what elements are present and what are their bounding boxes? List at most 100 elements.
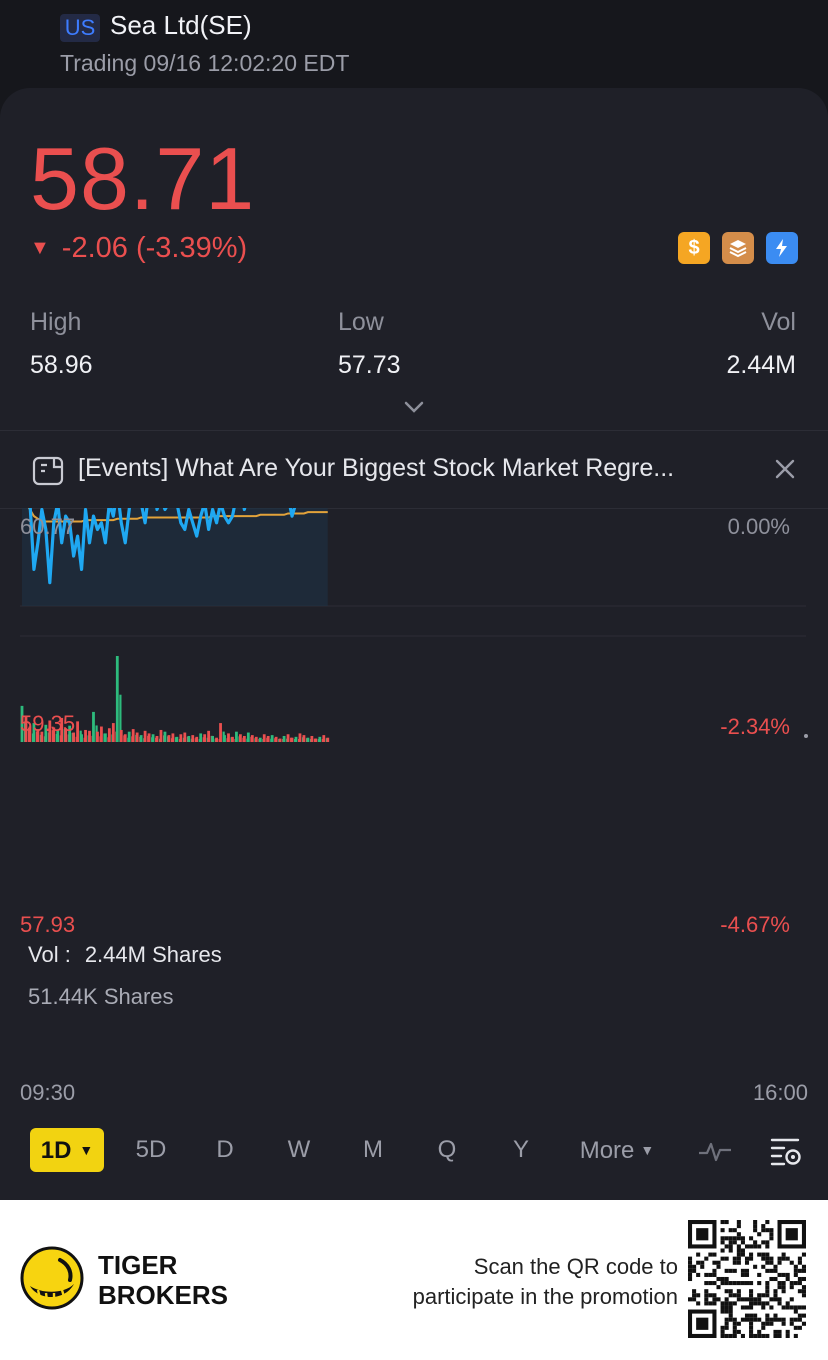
qr-module [801,1321,806,1326]
chevron-down-icon[interactable] [402,398,426,416]
qr-module [720,1301,725,1306]
qr-module [708,1293,713,1298]
volume-bar [48,720,52,742]
qr-module [789,1281,794,1286]
period-y-button[interactable]: Y [512,1136,529,1163]
qr-module [692,1293,697,1298]
qr-module [773,1329,778,1334]
qr-module [749,1293,754,1298]
volume-bar [44,724,48,742]
brand-name: TIGER BROKERS [98,1250,228,1310]
qr-module [773,1268,778,1273]
stack-badge-icon[interactable] [722,232,754,264]
qr-module [744,1256,750,1261]
events-text[interactable]: [Events] What Are Your Biggest Stock Mar… [78,454,675,482]
volume-bar [88,730,91,742]
qr-finder [777,1220,806,1225]
volume-bar [187,735,191,742]
period-d-button[interactable]: D [216,1136,234,1163]
volume-bar [306,737,310,742]
qr-code[interactable] [688,1220,806,1338]
qr-module [761,1293,766,1298]
qr-module [724,1321,729,1326]
qr-module [744,1260,750,1265]
qr-module [728,1313,733,1318]
intraday-chart[interactable]: 60.77 0.00% 59.35 -2.34% 57.93 -4.67% [0,213,828,1108]
axis-bottom-price: 57.93 [20,912,76,937]
qr-module [765,1321,770,1326]
qr-module [797,1317,802,1322]
chart-canvas[interactable] [0,213,828,1108]
promo-footer: TIGER BROKERS Scan the QR code to partic… [0,1200,828,1360]
qr-module [740,1333,745,1338]
qr-module [736,1232,741,1237]
stock-name[interactable]: Sea Ltd(SE) [110,10,252,40]
period-m-button[interactable]: M [363,1136,383,1163]
qr-module [793,1325,798,1330]
volume-bar [127,731,131,742]
qr-module [732,1293,737,1298]
volume-bar [100,726,103,742]
qr-module [732,1281,737,1286]
axis-top-price: 60.77 [20,514,76,539]
qr-module [757,1329,762,1334]
qr-module [801,1285,806,1290]
events-banner[interactable]: [Events] What Are Your Biggest Stock Mar… [0,430,828,508]
qr-module [757,1232,762,1237]
volume-bar [219,723,222,742]
volume-bar [270,735,274,742]
qr-module [753,1224,758,1229]
qr-module [753,1264,758,1269]
volume-bar [107,728,111,742]
qr-module [720,1276,725,1282]
qr-module [769,1305,774,1310]
indicator-icon[interactable] [698,1136,732,1166]
qr-module [801,1276,806,1282]
volume-bar [239,734,242,742]
time-end-label: 16:00 [752,1080,808,1105]
volume-max-label: 51.44K Shares [28,984,174,1009]
qr-module [688,1260,693,1265]
volume-bar [92,711,95,742]
qr-module [801,1264,806,1269]
qr-finder [777,1220,782,1249]
qr-finder [801,1220,806,1249]
qr-module [785,1276,790,1282]
promo-text: Scan the QR code to participate in the p… [413,1252,678,1312]
qr-module [749,1333,754,1338]
qr-module [777,1281,782,1286]
qr-module [696,1252,701,1257]
volume-bar [250,735,254,742]
qr-module [757,1297,762,1302]
close-icon[interactable] [774,458,796,480]
qr-module [724,1305,729,1310]
volume-bar [123,734,127,742]
qr-module [785,1256,790,1261]
qr-module [740,1317,745,1322]
flash-badge-icon[interactable] [766,232,798,264]
period-more-button[interactable]: More ▼ [570,1128,664,1172]
qr-module [740,1305,745,1310]
qr-module [761,1252,766,1257]
qr-module [765,1240,770,1245]
qr-module [765,1301,770,1306]
qr-module [708,1272,713,1277]
qr-module [720,1325,725,1330]
qr-module [749,1305,754,1310]
period-q-button[interactable]: Q [437,1136,457,1163]
dollar-badge-icon[interactable]: $ [678,232,710,264]
qr-module [789,1321,794,1326]
qr-module [728,1309,733,1314]
period-1d-button[interactable]: 1D ▼ [30,1128,104,1172]
volume-bar [262,734,266,742]
period-5d-button[interactable]: 5D [135,1136,167,1163]
qr-module [753,1301,758,1306]
price-area [22,456,328,606]
period-w-button[interactable]: W [287,1136,311,1163]
qr-module [728,1236,733,1241]
chart-settings-icon[interactable] [770,1136,804,1166]
qr-module [797,1325,802,1330]
qr-finder [777,1244,806,1249]
qr-finder [785,1228,798,1241]
axis-bottom-pct: -4.67% [720,912,790,937]
